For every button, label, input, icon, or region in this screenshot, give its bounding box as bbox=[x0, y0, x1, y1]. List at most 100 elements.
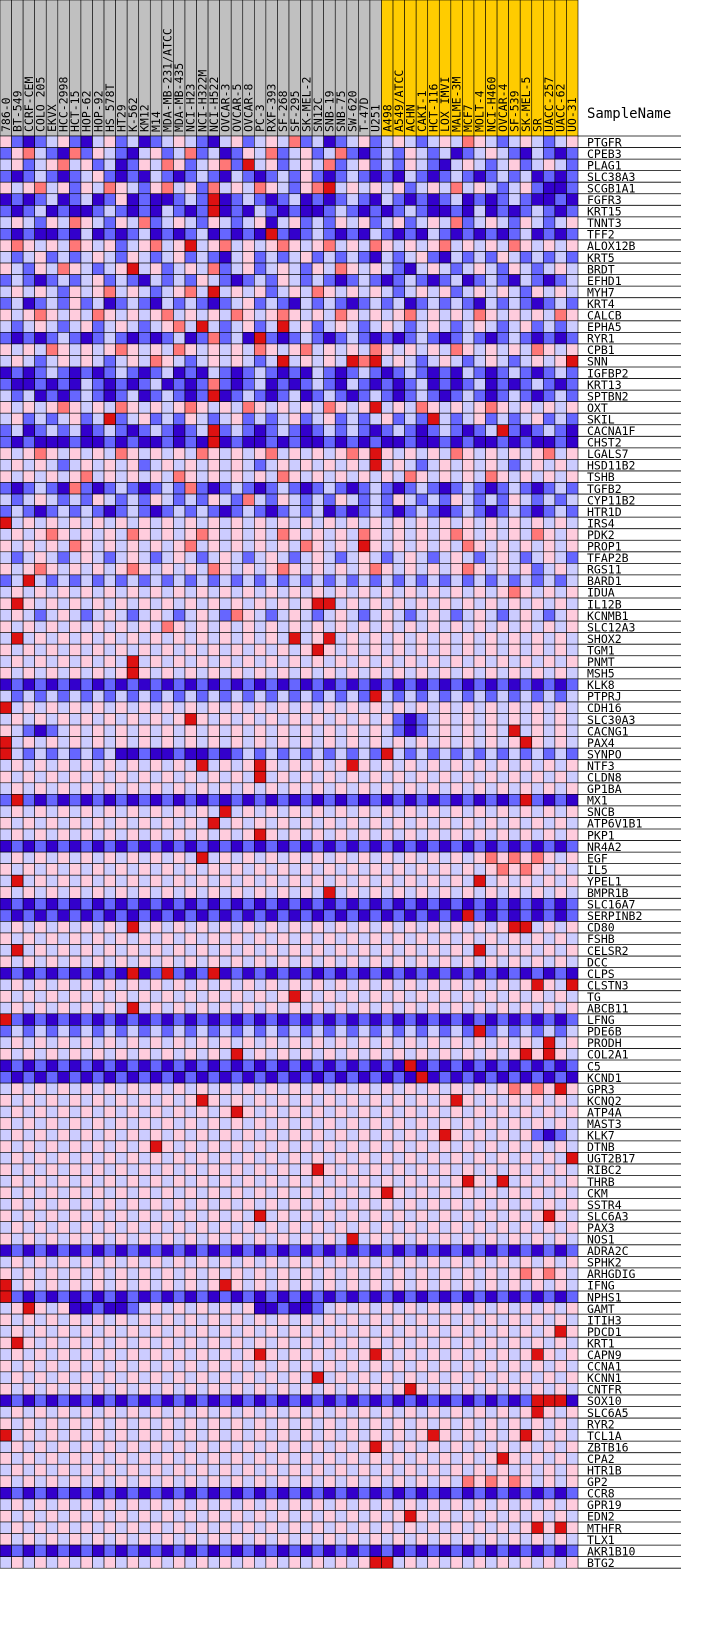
heatmap-cell bbox=[185, 690, 197, 702]
heatmap-cell bbox=[405, 933, 417, 945]
heatmap-cell bbox=[104, 529, 116, 541]
heatmap-cell bbox=[185, 921, 197, 933]
heatmap-cell bbox=[543, 1176, 555, 1188]
heatmap-cell bbox=[127, 379, 139, 391]
heatmap-cell bbox=[497, 1210, 509, 1222]
heatmap-cell bbox=[81, 910, 93, 922]
heatmap-cell bbox=[532, 171, 544, 183]
heatmap-cell bbox=[497, 240, 509, 252]
heatmap-cell bbox=[185, 817, 197, 829]
heatmap-cell bbox=[555, 228, 567, 240]
heatmap-cell bbox=[162, 471, 174, 483]
heatmap-cell bbox=[127, 621, 139, 633]
heatmap-cell bbox=[335, 436, 347, 448]
heatmap-cell bbox=[347, 921, 359, 933]
heatmap-cell bbox=[185, 552, 197, 564]
heatmap-cell bbox=[35, 217, 47, 229]
heatmap-cell bbox=[35, 794, 47, 806]
heatmap-cell bbox=[370, 286, 382, 298]
heatmap-cell bbox=[370, 771, 382, 783]
heatmap-cell bbox=[185, 1199, 197, 1211]
heatmap-cell bbox=[381, 1095, 393, 1107]
heatmap-cell bbox=[393, 1095, 405, 1107]
heatmap-cell bbox=[520, 275, 532, 287]
heatmap-cell bbox=[393, 1176, 405, 1188]
heatmap-cell bbox=[370, 714, 382, 726]
heatmap-cell bbox=[12, 586, 24, 598]
heatmap-cell bbox=[497, 1025, 509, 1037]
heatmap-cell bbox=[555, 1072, 567, 1084]
heatmap-cell bbox=[474, 898, 486, 910]
heatmap-cell bbox=[58, 344, 70, 356]
heatmap-cell bbox=[462, 390, 474, 402]
heatmap-cell bbox=[254, 1118, 266, 1130]
heatmap-cell bbox=[162, 1118, 174, 1130]
heatmap-cell bbox=[220, 1210, 232, 1222]
heatmap-cell bbox=[474, 171, 486, 183]
heatmap-cell bbox=[370, 529, 382, 541]
heatmap-cell bbox=[0, 367, 12, 379]
heatmap-cell bbox=[497, 275, 509, 287]
heatmap-cell bbox=[139, 240, 151, 252]
heatmap-cell bbox=[370, 748, 382, 760]
heatmap-cell bbox=[277, 332, 289, 344]
heatmap-cell bbox=[451, 506, 463, 518]
heatmap-cell bbox=[451, 1176, 463, 1188]
heatmap-cell bbox=[81, 633, 93, 645]
heatmap-cell bbox=[150, 205, 162, 217]
heatmap-cell bbox=[139, 275, 151, 287]
heatmap-cell bbox=[127, 991, 139, 1003]
heatmap-cell bbox=[416, 1014, 428, 1026]
heatmap-cell bbox=[23, 737, 35, 749]
heatmap-cell bbox=[520, 760, 532, 772]
heatmap-cell bbox=[520, 910, 532, 922]
heatmap-cell bbox=[162, 794, 174, 806]
heatmap-cell bbox=[150, 448, 162, 460]
heatmap-cell bbox=[46, 945, 58, 957]
heatmap-cell bbox=[543, 829, 555, 841]
heatmap-cell bbox=[243, 136, 255, 148]
heatmap-cell bbox=[254, 540, 266, 552]
heatmap-cell bbox=[509, 968, 521, 980]
heatmap-cell bbox=[173, 171, 185, 183]
heatmap-cell bbox=[197, 205, 209, 217]
heatmap-cell bbox=[381, 991, 393, 1003]
heatmap-cell bbox=[277, 1152, 289, 1164]
heatmap-cell bbox=[301, 1095, 313, 1107]
heatmap-cell bbox=[520, 887, 532, 899]
heatmap-cell bbox=[92, 1106, 104, 1118]
heatmap-cell bbox=[393, 448, 405, 460]
heatmap-cell bbox=[197, 887, 209, 899]
heatmap-cell bbox=[439, 1060, 451, 1072]
heatmap-cell bbox=[208, 506, 220, 518]
heatmap-cell bbox=[335, 298, 347, 310]
heatmap-cell bbox=[555, 702, 567, 714]
heatmap-cell bbox=[0, 598, 12, 610]
heatmap-cell bbox=[254, 483, 266, 495]
heatmap-cell bbox=[254, 136, 266, 148]
heatmap-cell bbox=[474, 633, 486, 645]
heatmap-cell bbox=[474, 921, 486, 933]
heatmap-cell bbox=[462, 355, 474, 367]
heatmap-cell bbox=[220, 644, 232, 656]
heatmap-cell bbox=[220, 1129, 232, 1141]
heatmap-cell bbox=[335, 217, 347, 229]
heatmap-cell bbox=[462, 217, 474, 229]
heatmap-cell bbox=[12, 506, 24, 518]
heatmap-cell bbox=[428, 667, 440, 679]
heatmap-cell bbox=[46, 275, 58, 287]
heatmap-cell bbox=[208, 459, 220, 471]
heatmap-cell bbox=[509, 852, 521, 864]
heatmap-cell bbox=[23, 402, 35, 414]
heatmap-cell bbox=[543, 921, 555, 933]
heatmap-cell bbox=[405, 379, 417, 391]
heatmap-cell bbox=[358, 760, 370, 772]
heatmap-cell bbox=[231, 968, 243, 980]
heatmap-cell bbox=[127, 1199, 139, 1211]
heatmap-cell bbox=[289, 817, 301, 829]
heatmap-cell bbox=[58, 887, 70, 899]
heatmap-cell bbox=[127, 702, 139, 714]
heatmap-cell bbox=[231, 1176, 243, 1188]
heatmap-cell bbox=[277, 471, 289, 483]
heatmap-cell bbox=[127, 910, 139, 922]
